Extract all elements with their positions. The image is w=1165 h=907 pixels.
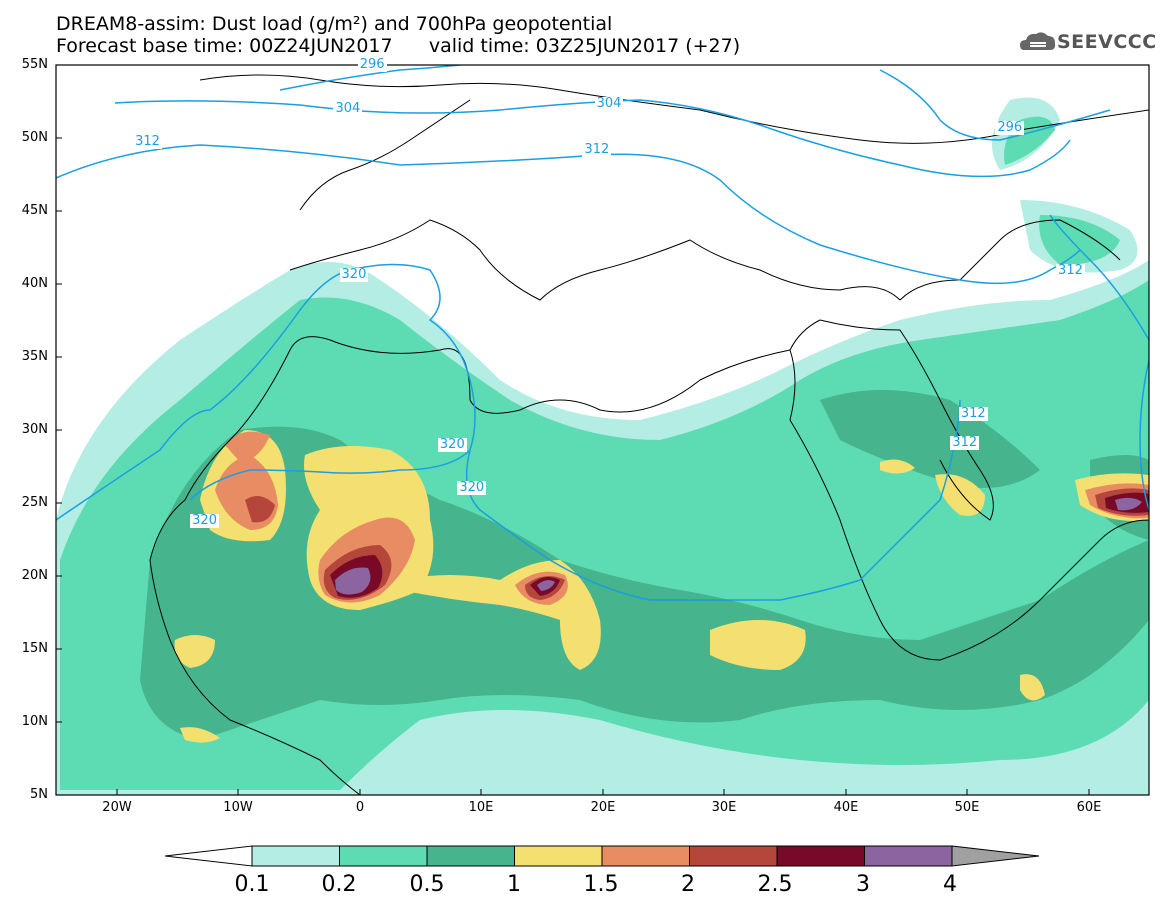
contour-label: 304: [594, 96, 624, 112]
lon-label: 30E: [711, 800, 737, 815]
lat-label: 50N: [21, 130, 48, 145]
contour-label: 296: [357, 57, 387, 72]
contour-label: 312: [582, 141, 612, 157]
map-title: DREAM8-assim: Dust load (g/m²) and 700hP…: [56, 13, 613, 35]
colorbar-label: 0.5: [409, 872, 445, 897]
colorbar-swatch: [689, 845, 778, 867]
lat-label: 55N: [21, 57, 48, 72]
lon-label: 0: [355, 800, 365, 815]
forecast-times: Forecast base time: 00Z24JUN2017 valid t…: [56, 35, 741, 57]
lon-label: 20E: [590, 800, 616, 815]
lat-label: 25N: [21, 495, 48, 510]
colorbar-swatch: [514, 845, 603, 867]
lon-label: 10W: [223, 800, 253, 815]
colorbar-over-arrow: [951, 845, 1040, 867]
contour-label: 320: [437, 436, 467, 452]
lon-label: 60E: [1076, 800, 1102, 815]
lat-label: 15N: [21, 641, 48, 656]
contour-label: 312: [133, 134, 162, 150]
geopotential-contours: [56, 65, 1149, 601]
lat-label: 10N: [21, 714, 48, 729]
colorbar-swatch: [251, 845, 340, 867]
lat-label: 45N: [21, 203, 48, 218]
contour-label: 320: [190, 512, 219, 528]
colorbar: [164, 845, 1040, 867]
lat-label: 30N: [21, 422, 48, 437]
logo-text: SEEVCCC: [1057, 31, 1157, 53]
colorbar-label: 3: [856, 872, 870, 897]
contour-label: 312: [950, 435, 980, 451]
axis-ticks: [56, 64, 1090, 795]
colorbar-label: 0.2: [321, 872, 357, 897]
lat-label: 20N: [21, 568, 48, 583]
contour-label: 320: [457, 480, 487, 496]
lon-label: 20W: [102, 800, 132, 815]
colorbar-swatch: [864, 845, 953, 867]
colorbar-label: 1: [507, 872, 521, 897]
contour-label: 296: [995, 119, 1025, 135]
lat-label: 40N: [21, 276, 48, 291]
lon-label: 50E: [954, 800, 980, 815]
colorbar-label: 4: [943, 872, 957, 897]
colorbar-under-arrow: [164, 845, 253, 867]
lat-label: 35N: [21, 349, 48, 364]
colorbar-swatch: [339, 845, 428, 867]
lat-label: 5N: [30, 787, 48, 802]
colorbar-label: 0.1: [234, 872, 270, 897]
dust-shading: [56, 65, 1149, 795]
colorbar-label: 2: [681, 872, 695, 897]
contour-label: 320: [339, 267, 369, 283]
contour-label: 304: [333, 100, 363, 116]
contour-label: 312: [1056, 262, 1085, 278]
colorbar-swatch: [776, 845, 865, 867]
colorbar-label: 1.5: [583, 872, 619, 897]
colorbar-label: 2.5: [757, 872, 793, 897]
lon-label: 40E: [833, 800, 859, 815]
lon-label: 10E: [468, 800, 494, 815]
colorbar-swatch: [601, 845, 690, 867]
cloud-logo-icon: [1020, 32, 1056, 50]
contour-label: 312: [958, 405, 988, 421]
colorbar-swatch: [426, 845, 515, 867]
